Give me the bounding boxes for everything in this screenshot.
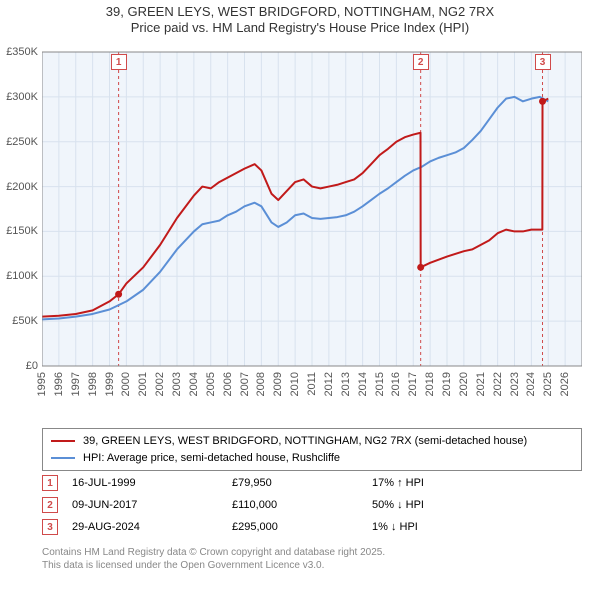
x-tick-label: 2024 [525, 372, 537, 396]
x-tick-label: 1997 [70, 372, 82, 396]
x-tick-label: 2004 [188, 372, 200, 396]
chart-marker-badge: 3 [535, 54, 551, 70]
x-tick-label: 2020 [458, 372, 470, 396]
y-tick-label: £300K [6, 91, 38, 103]
footer-line2: This data is licensed under the Open Gov… [42, 559, 582, 572]
title-line2: Price paid vs. HM Land Registry's House … [0, 20, 600, 36]
y-tick-label: £100K [6, 270, 38, 282]
marker-date: 29-AUG-2024 [72, 521, 232, 533]
x-tick-label: 2005 [205, 372, 217, 396]
x-tick-label: 2007 [239, 372, 251, 396]
x-tick-label: 2015 [374, 372, 386, 396]
y-tick-label: £0 [26, 360, 38, 372]
chart-marker-badge: 2 [413, 54, 429, 70]
x-tick-label: 1998 [87, 372, 99, 396]
marker-price: £79,950 [232, 477, 372, 489]
marker-row: 1 16-JUL-1999£79,95017% ↑ HPI [42, 472, 582, 494]
x-tick-label: 2021 [475, 372, 487, 396]
y-tick-label: £150K [6, 225, 38, 237]
chart-figure: 39, GREEN LEYS, WEST BRIDGFORD, NOTTINGH… [0, 0, 600, 590]
x-tick-label: 2006 [222, 372, 234, 396]
marker-delta: 17% ↑ HPI [372, 477, 532, 489]
marker-delta: 50% ↓ HPI [372, 499, 532, 511]
legend-label-price: 39, GREEN LEYS, WEST BRIDGFORD, NOTTINGH… [83, 433, 527, 450]
chart-title: 39, GREEN LEYS, WEST BRIDGFORD, NOTTINGH… [0, 0, 600, 37]
chart-marker-badge: 1 [111, 54, 127, 70]
marker-price: £295,000 [232, 521, 372, 533]
marker-price: £110,000 [232, 499, 372, 511]
legend-swatch-hpi [51, 457, 75, 459]
marker-delta: 1% ↓ HPI [372, 521, 532, 533]
title-line1: 39, GREEN LEYS, WEST BRIDGFORD, NOTTINGH… [0, 4, 600, 20]
y-tick-label: £250K [6, 136, 38, 148]
legend-swatch-price [51, 440, 75, 442]
footer-line1: Contains HM Land Registry data © Crown c… [42, 546, 582, 559]
plot-area: £0£50K£100K£150K£200K£250K£300K£350K 199… [42, 48, 582, 418]
markers-table: 1 16-JUL-1999£79,95017% ↑ HPI 2 09-JUN-2017… [42, 472, 582, 538]
y-tick-label: £350K [6, 46, 38, 58]
legend: 39, GREEN LEYS, WEST BRIDGFORD, NOTTINGH… [42, 428, 582, 471]
marker-date: 09-JUN-2017 [72, 499, 232, 511]
x-tick-label: 2022 [492, 372, 504, 396]
x-tick-label: 2026 [559, 372, 571, 396]
x-tick-label: 2017 [407, 372, 419, 396]
x-tick-label: 2000 [120, 372, 132, 396]
marker-row: 3 29-AUG-2024£295,0001% ↓ HPI [42, 516, 582, 538]
x-tick-label: 2002 [154, 372, 166, 396]
marker-badge: 1 [42, 475, 58, 491]
x-tick-label: 2010 [289, 372, 301, 396]
chart-svg [42, 48, 582, 418]
legend-row-price: 39, GREEN LEYS, WEST BRIDGFORD, NOTTINGH… [51, 433, 573, 450]
x-tick-label: 2008 [255, 372, 267, 396]
x-tick-label: 2025 [542, 372, 554, 396]
x-tick-label: 2001 [137, 372, 149, 396]
x-tick-label: 2011 [306, 372, 318, 396]
y-tick-label: £200K [6, 181, 38, 193]
x-tick-label: 2014 [357, 372, 369, 396]
x-tick-label: 2009 [272, 372, 284, 396]
x-tick-label: 2016 [390, 372, 402, 396]
footer-note: Contains HM Land Registry data © Crown c… [42, 546, 582, 572]
marker-row: 2 09-JUN-2017£110,00050% ↓ HPI [42, 494, 582, 516]
legend-label-hpi: HPI: Average price, semi-detached house,… [83, 450, 340, 467]
x-tick-label: 2018 [424, 372, 436, 396]
marker-badge: 3 [42, 519, 58, 535]
x-tick-label: 2023 [509, 372, 521, 396]
x-tick-label: 1999 [104, 372, 116, 396]
x-tick-label: 2003 [171, 372, 183, 396]
legend-row-hpi: HPI: Average price, semi-detached house,… [51, 450, 573, 467]
x-tick-label: 2012 [323, 372, 335, 396]
x-tick-label: 2013 [340, 372, 352, 396]
x-tick-label: 1995 [36, 372, 48, 396]
marker-badge: 2 [42, 497, 58, 513]
x-tick-label: 2019 [441, 372, 453, 396]
marker-date: 16-JUL-1999 [72, 477, 232, 489]
y-tick-label: £50K [12, 315, 38, 327]
x-tick-label: 1996 [53, 372, 65, 396]
